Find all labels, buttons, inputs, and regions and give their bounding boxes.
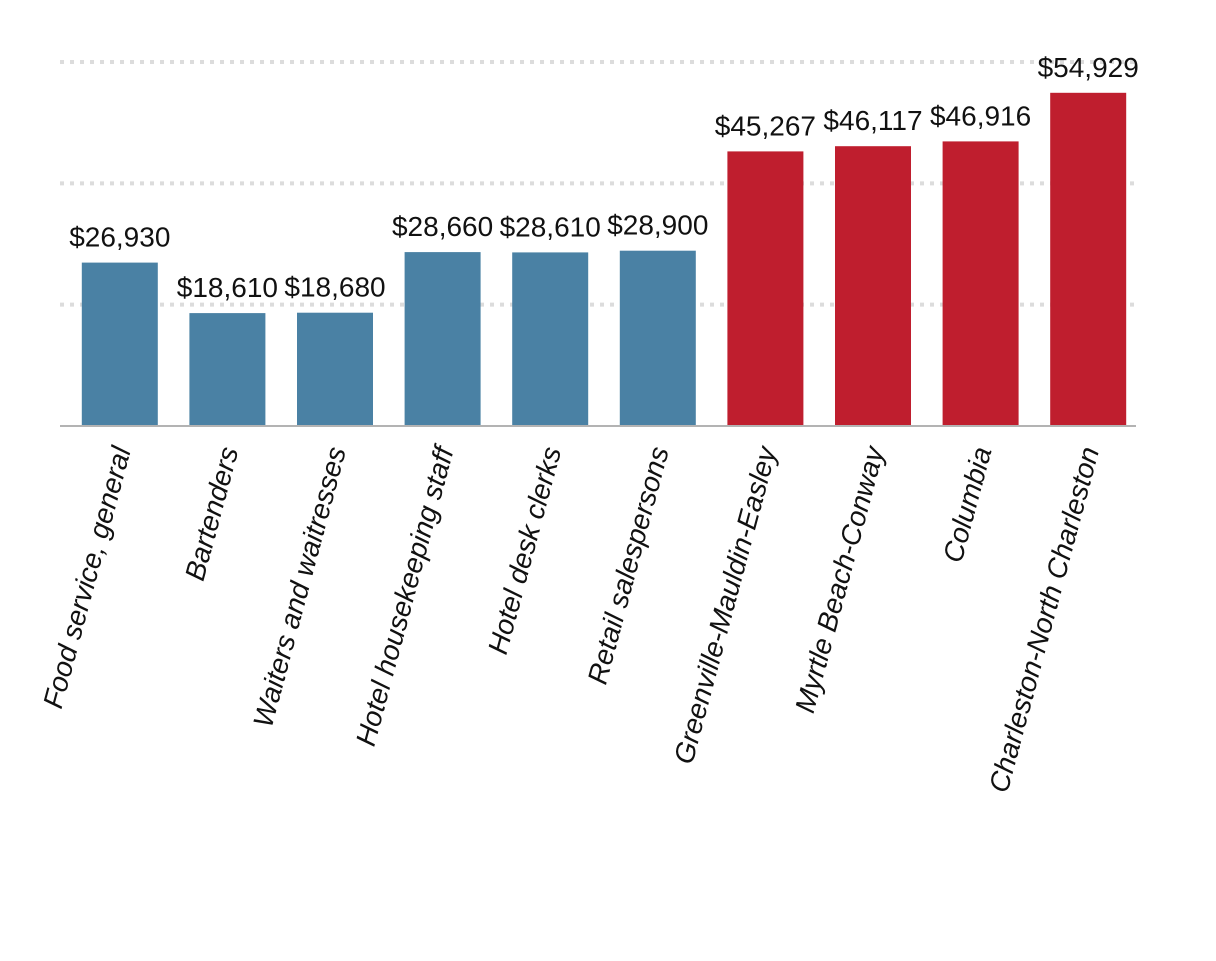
category-label-0: Food service, general bbox=[37, 443, 137, 712]
bar-7 bbox=[835, 146, 911, 426]
bar-6 bbox=[727, 151, 804, 426]
value-label-7: $46,117 bbox=[823, 105, 922, 136]
value-label-9: $54,929 bbox=[1038, 52, 1139, 83]
value-label-6: $45,267 bbox=[715, 110, 816, 141]
value-label-8: $46,916 bbox=[930, 100, 1031, 131]
bar-1 bbox=[189, 313, 266, 426]
value-labels: $26,930$18,610 $18,680$28,660 $28,610 $28,9… bbox=[69, 52, 1139, 303]
value-label-5: $28,900 bbox=[607, 210, 708, 241]
bar-4 bbox=[512, 252, 589, 426]
bar-8 bbox=[942, 141, 1019, 426]
value-label-4: $28,610 bbox=[500, 211, 601, 242]
value-label-1: $18,610 bbox=[177, 272, 278, 303]
bar-9 bbox=[1050, 92, 1127, 427]
category-label-3: Hotel housekeeping staff bbox=[350, 440, 461, 749]
category-label-8: Columbia bbox=[937, 443, 998, 565]
category-label-7: Myrtle Beach-Conway bbox=[789, 442, 890, 716]
value-label-3: $28,660 bbox=[392, 211, 493, 242]
category-label-1: Bartenders bbox=[179, 443, 244, 583]
category-labels: Food service, general Bartenders Waiters a… bbox=[37, 440, 1105, 795]
category-label-2: Waiters and waitresses bbox=[247, 443, 352, 730]
value-label-0: $26,930 bbox=[69, 222, 170, 253]
category-label-6: Greenville-Mauldin-Easley bbox=[668, 442, 783, 768]
value-label-2: $18,680 bbox=[284, 272, 385, 303]
bar-3 bbox=[404, 252, 481, 426]
bar-0 bbox=[81, 262, 158, 426]
category-label-4: Hotel desk clerks bbox=[482, 443, 567, 657]
category-label-9: Charleston-North Charleston bbox=[983, 443, 1105, 795]
bar-5 bbox=[619, 250, 696, 426]
bar-2 bbox=[297, 312, 373, 426]
category-label-5: Retail salespersons bbox=[582, 443, 675, 687]
bars bbox=[81, 92, 1127, 427]
